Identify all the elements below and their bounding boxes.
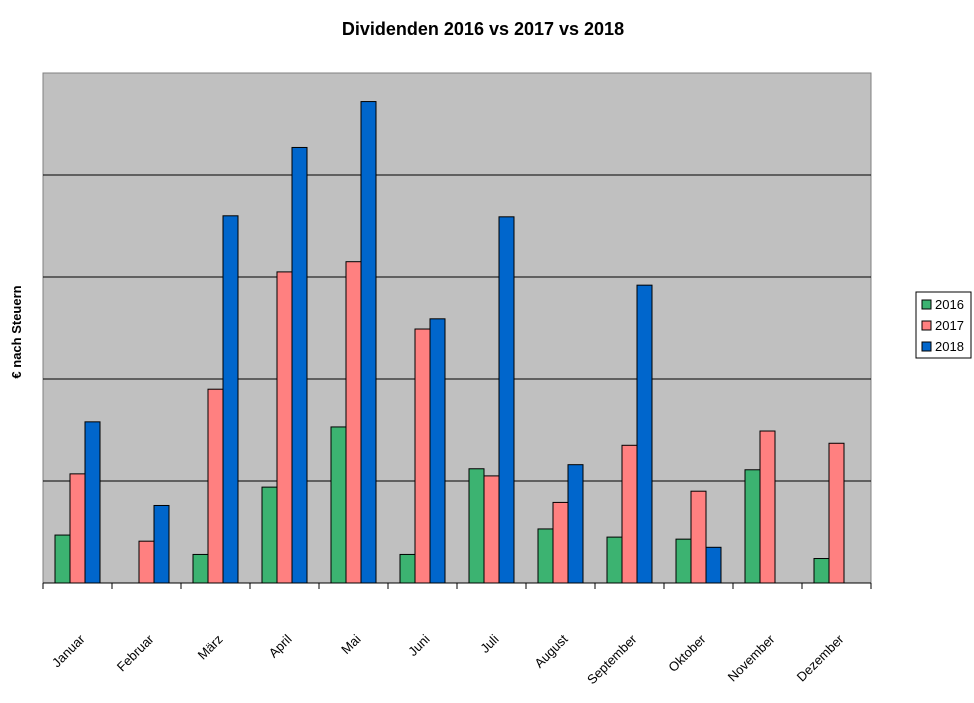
- bar-2017-januar: [69, 473, 86, 584]
- bar-2018-märz: [222, 215, 239, 584]
- bar-2018-juni: [429, 318, 446, 584]
- legend-label-2016: 2016: [935, 297, 964, 312]
- bar-2016-oktober: [675, 538, 692, 584]
- x-tick-label-januar: Januar: [49, 631, 88, 670]
- bar-2018-mai: [360, 101, 377, 584]
- bar-2018-januar: [84, 421, 101, 584]
- x-axis: Januar Februar März April Mai Juni Juli August S…: [42, 582, 872, 687]
- legend[interactable]: 2016 2017 2018: [915, 291, 972, 359]
- x-tick-label-august: August: [531, 631, 570, 670]
- legend-label-2017: 2017: [935, 318, 964, 333]
- bar-2016-juni: [399, 553, 416, 584]
- legend-swatch-2016: [921, 299, 932, 310]
- bar-2017-august: [552, 501, 569, 584]
- bar-2016-november: [744, 469, 761, 584]
- x-tick-label-februar: Februar: [114, 631, 157, 674]
- bar-2018-februar: [153, 504, 170, 584]
- bar-2017-november: [759, 430, 776, 584]
- x-tick-label-juni: Juni: [405, 631, 433, 659]
- x-tick-label-dezember: Dezember: [794, 631, 847, 684]
- legend-swatch-2017: [921, 320, 932, 331]
- bar-2018-september: [636, 284, 653, 584]
- legend-swatch-2018: [921, 341, 932, 352]
- bar-2018-juli: [498, 216, 515, 584]
- bar-2016-august: [537, 528, 554, 584]
- bar-2018-oktober: [705, 546, 722, 584]
- bar-2017-juli: [483, 475, 500, 584]
- chart-title: Dividenden 2016 vs 2017 vs 2018: [342, 19, 624, 39]
- x-tick-label-oktober: Oktober: [665, 631, 709, 675]
- bar-2017-märz: [207, 388, 224, 584]
- bar-2016-märz: [192, 553, 209, 584]
- x-tick-label-september: September: [584, 631, 640, 687]
- bar-2018-august: [567, 464, 584, 584]
- x-tick-label-märz: März: [195, 632, 226, 663]
- bar-2016-mai: [330, 426, 347, 584]
- bar-2016-januar: [54, 534, 71, 584]
- bar-2016-dezember: [813, 558, 830, 584]
- bar-2017-april: [276, 271, 293, 584]
- bar-2016-september: [606, 536, 623, 584]
- x-tick-label-april: April: [266, 631, 295, 660]
- bar-2017-september: [621, 444, 638, 584]
- bar-2017-februar: [138, 540, 155, 584]
- plot-area: [42, 72, 872, 584]
- x-tick-label-mai: Mai: [338, 631, 363, 656]
- bars: [54, 101, 845, 584]
- bar-2016-april: [261, 486, 278, 584]
- bar-2017-oktober: [690, 490, 707, 584]
- x-tick-label-november: November: [725, 631, 778, 684]
- y-axis-label: € nach Steuern: [9, 285, 24, 378]
- bar-2016-juli: [468, 468, 485, 584]
- bar-2017-mai: [345, 261, 362, 584]
- bar-2018-april: [291, 146, 308, 584]
- bar-2017-juni: [414, 328, 431, 584]
- x-tick-label-juli: Juli: [477, 631, 501, 655]
- bar-2017-dezember: [828, 442, 845, 584]
- legend-label-2018: 2018: [935, 339, 964, 354]
- gridlines: [43, 174, 871, 482]
